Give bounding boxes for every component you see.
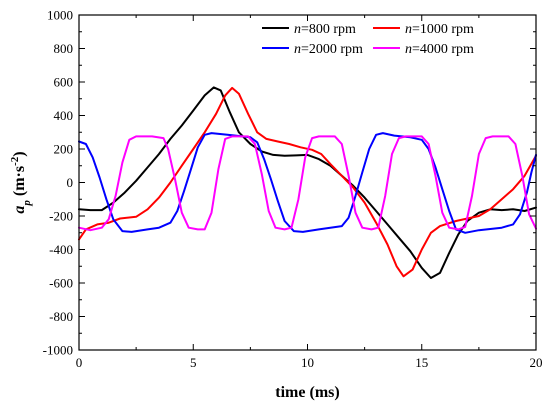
y-tick-label: -400 <box>49 242 73 257</box>
legend-label-text: =800 rpm <box>301 22 356 37</box>
legend-label-var: n <box>405 42 412 57</box>
legend-label-var: n <box>294 42 301 57</box>
x-tick-label: 0 <box>76 355 83 370</box>
tick-labels: 0 5 10 15 20 -1000 -800 -600 -400 -200 0 200 400 600 8… <box>43 8 543 371</box>
y-tick-label: -800 <box>49 309 73 324</box>
legend-label: n=2000 rpm <box>294 42 363 57</box>
y-tick-label: 400 <box>54 108 74 123</box>
series-line-1000 <box>78 86 537 278</box>
y-axis-title: ap (m·s-2) <box>9 151 33 213</box>
x-tick-label: 15 <box>415 355 428 370</box>
series-line-800 <box>78 86 537 279</box>
x-axis-title: time (ms) <box>275 384 339 401</box>
legend-label-text: =4000 rpm <box>412 42 474 57</box>
y-axis-title-sub: p <box>21 200 33 207</box>
y-axis-title-sup: -2 <box>9 156 21 166</box>
series-line-4000 <box>78 135 537 232</box>
x-tick-label: 10 <box>301 355 314 370</box>
y-tick-label: 0 <box>67 175 74 190</box>
y-tick-label: -600 <box>49 276 73 291</box>
y-axis-title-close: ) <box>11 151 28 156</box>
series-line-2000 <box>78 132 537 234</box>
y-tick-label: -1000 <box>43 343 73 358</box>
y-axis-title-units: (m·s <box>11 166 28 196</box>
legend-label-var: n <box>405 22 412 37</box>
axis-ticks <box>78 14 537 351</box>
legend-label: n=800 rpm <box>294 22 356 37</box>
y-tick-label: 800 <box>54 41 74 56</box>
plot-frame <box>78 14 537 351</box>
legend-label-var: n <box>294 22 301 37</box>
x-tick-label: 5 <box>190 355 197 370</box>
y-tick-label: -200 <box>49 209 73 224</box>
legend-label: n=1000 rpm <box>405 22 474 37</box>
legend-label-text: =1000 rpm <box>412 22 474 37</box>
x-tick-label: 20 <box>530 355 543 370</box>
y-tick-label: 200 <box>54 142 74 157</box>
legend-label: n=4000 rpm <box>405 42 474 57</box>
y-tick-label: 1000 <box>47 8 73 23</box>
y-axis-title-main: a <box>11 206 28 214</box>
legend-label-text: =2000 rpm <box>301 42 363 57</box>
y-tick-label: 600 <box>54 75 74 90</box>
series-lines <box>78 86 537 279</box>
